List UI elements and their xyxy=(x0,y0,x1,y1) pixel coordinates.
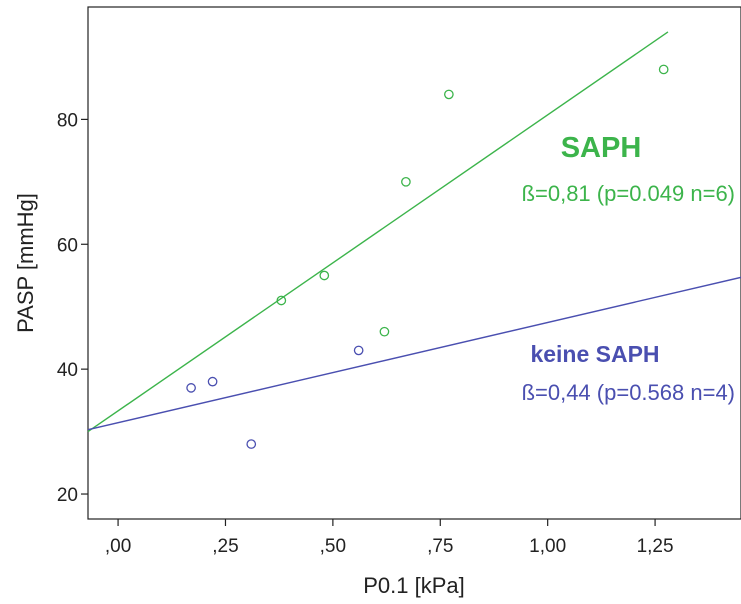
y-axis-title: PASP [mmHg] xyxy=(13,193,38,333)
keine-saph-fit-line xyxy=(87,276,741,431)
regression-lines xyxy=(87,31,741,433)
saph-fit-line xyxy=(87,31,669,433)
x-axis: ,00 ,25 ,50 ,75 1,00 1,25 xyxy=(105,519,674,557)
y-tick-label: 40 xyxy=(57,360,78,381)
saph-data-point xyxy=(444,89,454,100)
keine-saph-data-point xyxy=(207,376,218,387)
x-tick-label: ,50 xyxy=(320,536,346,557)
y-tick-label: 80 xyxy=(57,110,78,131)
y-tick-label: 20 xyxy=(57,485,78,506)
data-points xyxy=(186,64,669,449)
saph-annotation-stat: ß=0,81 (p=0.049 n=6) xyxy=(522,181,735,206)
x-tick-label: 1,25 xyxy=(637,536,674,557)
keine-saph-data-point xyxy=(246,439,257,449)
saph-data-point xyxy=(276,295,287,306)
x-tick-label: ,00 xyxy=(105,536,131,557)
keine-saph-data-point xyxy=(353,345,364,356)
x-tick-label: ,25 xyxy=(212,536,238,557)
x-tick-label: ,75 xyxy=(427,536,453,557)
saph-data-point xyxy=(319,270,330,281)
x-axis-title: P0.1 [kPa] xyxy=(363,573,465,598)
saph-data-point xyxy=(401,176,411,187)
y-tick-label: 60 xyxy=(57,235,78,256)
keine-saph-annotation-title: keine SAPH xyxy=(530,341,659,367)
y-axis: 20 40 60 80 xyxy=(57,110,88,506)
x-tick-label: 1,00 xyxy=(529,536,566,557)
keine-saph-annotation-stat: ß=0,44 (p=0.568 n=4) xyxy=(522,380,735,405)
keine-saph-data-point xyxy=(186,383,196,393)
plot-area-frame xyxy=(87,6,741,520)
saph-data-point xyxy=(658,64,669,75)
saph-annotation-title: SAPH xyxy=(561,132,642,164)
saph-data-point xyxy=(379,326,390,337)
